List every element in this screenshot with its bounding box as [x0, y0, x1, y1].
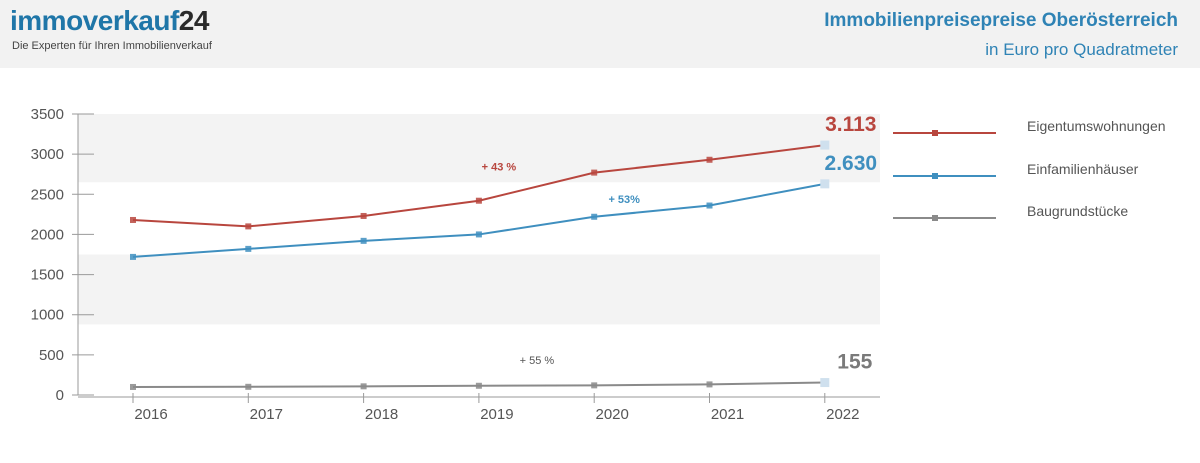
legend-label: Einfamilienhäuser	[1027, 161, 1139, 177]
data-point	[706, 202, 713, 209]
tagline: Die Experten für Ihren Immobilienverkauf	[12, 40, 212, 52]
end-value-label: 2.630	[825, 152, 878, 175]
page-subtitle: in Euro pro Quadratmeter	[985, 40, 1178, 59]
change-label: + 53%	[608, 194, 640, 206]
series-1: 2.630 + 53%	[130, 152, 877, 260]
y-tick-label: 1000	[31, 307, 64, 324]
x-tick-label: 2019	[480, 406, 513, 423]
data-point	[706, 156, 713, 163]
x-tick-label: 2018	[365, 406, 398, 423]
y-tick-label: 0	[56, 387, 64, 404]
legend-label: Baugrundstücke	[1027, 203, 1128, 219]
data-point	[820, 179, 830, 189]
x-tick-label: 2017	[250, 406, 283, 423]
data-point	[706, 381, 713, 388]
data-point	[130, 383, 136, 390]
data-point	[360, 237, 367, 244]
logo-number: 24	[178, 5, 210, 36]
data-point	[591, 382, 598, 389]
legend-swatch-marker	[932, 173, 938, 179]
y-tick-label: 500	[39, 347, 64, 364]
legend-label: Eigentumswohnungen	[1027, 118, 1166, 134]
y-tick-label: 2500	[31, 186, 64, 203]
data-point	[245, 383, 252, 390]
data-point	[475, 197, 482, 204]
series-0: 3.113 + 43 %	[130, 113, 877, 230]
legend-item-1: Einfamilienhäuser	[893, 161, 1139, 179]
data-point	[360, 212, 367, 219]
y-tick-label: 3500	[31, 106, 64, 123]
change-label: + 43 %	[482, 162, 517, 174]
data-point	[820, 140, 830, 150]
data-point	[591, 213, 598, 220]
data-point	[130, 216, 136, 223]
data-point	[820, 378, 830, 388]
data-point	[130, 253, 136, 260]
x-tick-label: 2021	[711, 406, 744, 423]
y-tick-label: 2000	[31, 226, 64, 243]
data-point	[475, 382, 482, 389]
plot-band-top	[78, 114, 880, 183]
x-tick-label: 2020	[596, 406, 629, 423]
y-tick-label: 1500	[31, 267, 64, 284]
data-point	[360, 383, 367, 390]
legend-item-2: Baugrundstücke	[893, 203, 1128, 221]
plot-band-middle	[78, 254, 880, 325]
x-tick-label: 2022	[826, 406, 859, 423]
legend-swatch-marker	[932, 215, 938, 221]
data-point	[591, 169, 598, 176]
legend-swatch-marker	[932, 130, 938, 136]
logo-text: immoverkauf	[10, 5, 179, 36]
series-2: 155 + 55 %	[130, 351, 873, 390]
legend-item-0: Eigentumswohnungen	[893, 118, 1166, 136]
y-tick-label: 3000	[31, 146, 64, 163]
data-point	[245, 223, 252, 230]
logo[interactable]: immoverkauf24	[10, 6, 209, 36]
page-title: Immobilienpreisepreise Oberösterreich	[824, 10, 1178, 31]
end-value-label: 155	[837, 351, 872, 374]
line-chart: 0 500 1000 1500 2000 2500 3000 3500 2016 2017 2018…	[31, 106, 1166, 423]
end-value-label: 3.113	[825, 113, 876, 136]
header: immoverkauf24 Die Experten für Ihren Imm…	[0, 0, 1200, 68]
series-line	[132, 182, 825, 258]
data-point	[245, 245, 252, 252]
x-tick-label: 2016	[134, 406, 167, 423]
data-point	[475, 231, 482, 238]
change-label: + 55 %	[520, 355, 555, 367]
